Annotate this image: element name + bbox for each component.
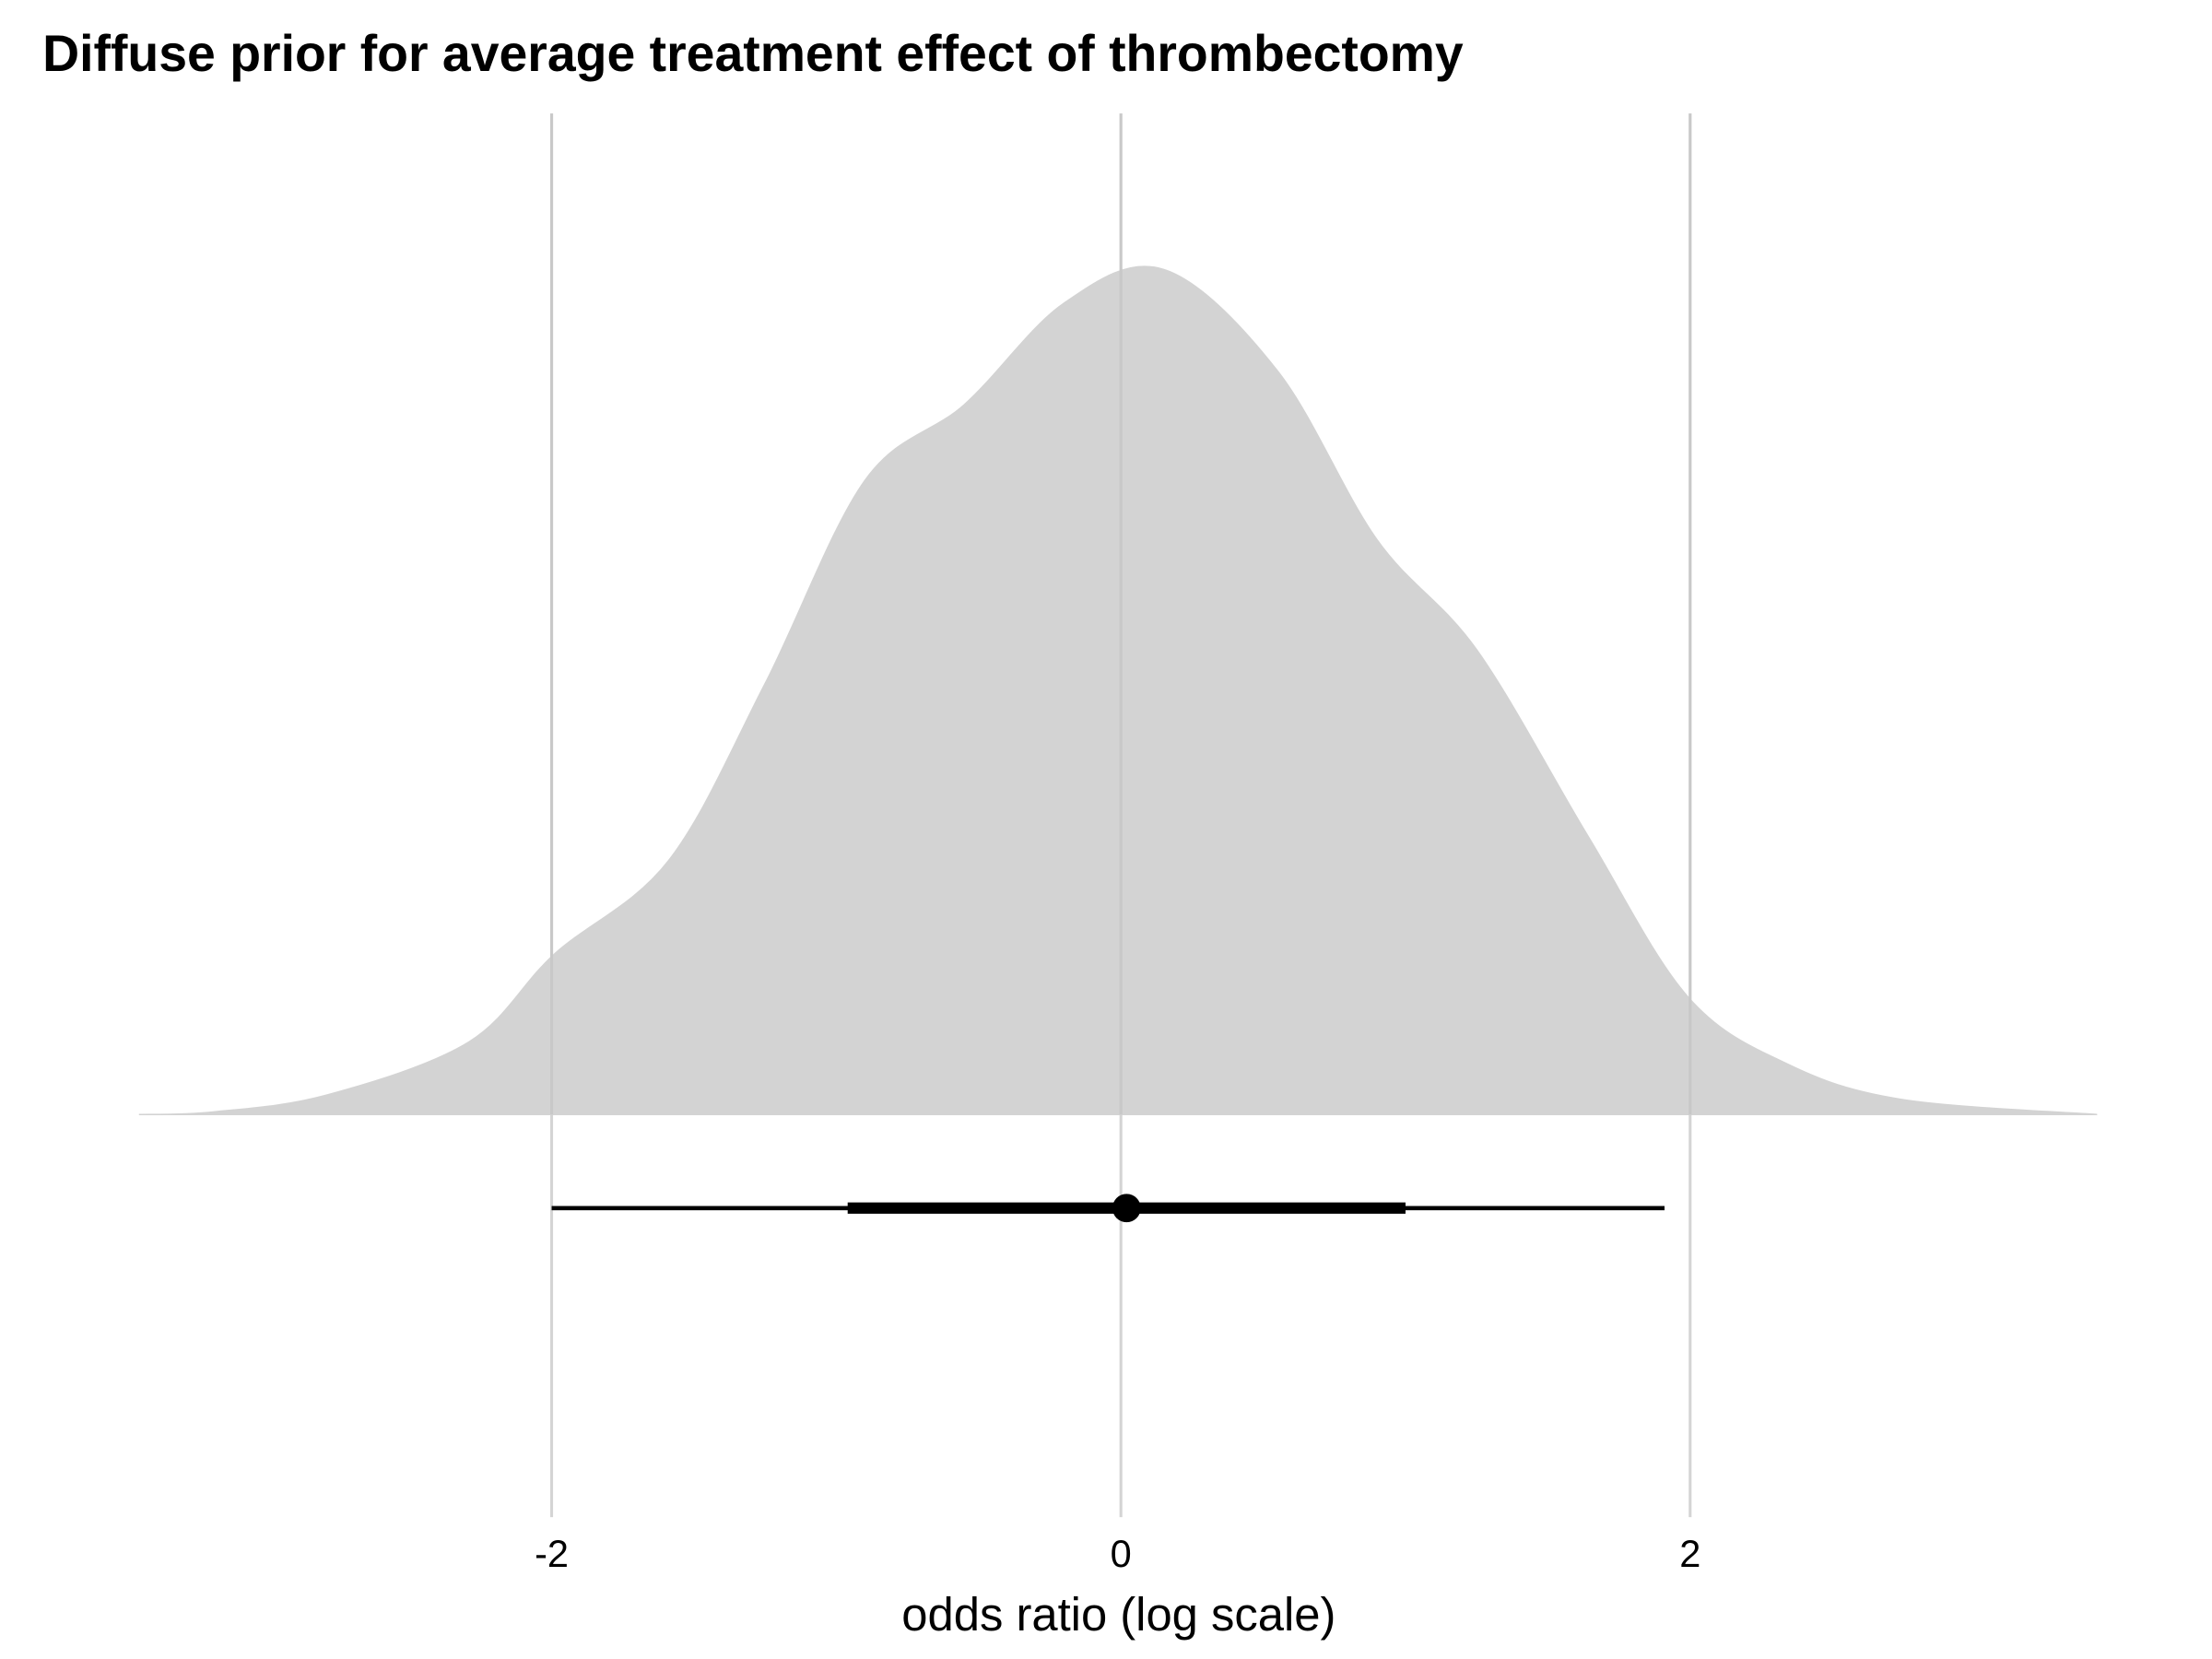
chart-title: Diffuse prior for average treatment effe… (42, 25, 1464, 82)
median-point (1112, 1194, 1141, 1223)
x-tick-label: 0 (1111, 1532, 1132, 1575)
x-axis-label: odds ratio (log scale) (901, 1588, 1335, 1641)
x-tick-label: -2 (535, 1532, 569, 1575)
x-tick-label: 2 (1679, 1532, 1700, 1575)
density (138, 265, 2098, 1115)
